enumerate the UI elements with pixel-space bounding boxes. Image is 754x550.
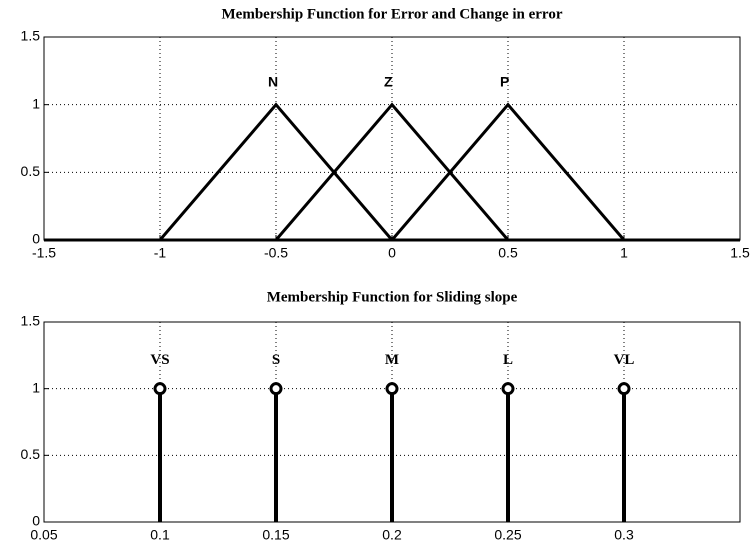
stem-marker bbox=[269, 382, 283, 396]
x-tick-label: 1 bbox=[620, 245, 628, 261]
x-tick-label: 0.2 bbox=[382, 527, 402, 543]
y-tick-label: 1 bbox=[32, 379, 40, 395]
stem-marker bbox=[153, 382, 167, 396]
x-tick-label: 0.3 bbox=[614, 527, 634, 543]
x-tick-label: 0.15 bbox=[262, 527, 289, 543]
y-tick-label: 1 bbox=[32, 95, 40, 111]
stem-marker bbox=[617, 382, 631, 396]
y-tick-label: 0.5 bbox=[21, 163, 41, 179]
y-tick-label: 1.5 bbox=[21, 28, 41, 44]
series-label: P bbox=[500, 73, 509, 89]
stem-label: VS bbox=[150, 352, 169, 368]
stem-label: VL bbox=[614, 352, 635, 368]
x-tick-label: -0.5 bbox=[264, 245, 288, 261]
y-tick-label: 0 bbox=[32, 513, 40, 529]
y-tick-label: 1.5 bbox=[21, 313, 41, 329]
chart-title: Membership Function for Error and Change… bbox=[222, 6, 563, 22]
stem-marker bbox=[385, 382, 399, 396]
x-tick-label: -1.5 bbox=[32, 245, 56, 261]
x-tick-label: 0 bbox=[388, 245, 396, 261]
x-tick-label: 0.5 bbox=[498, 245, 518, 261]
chart-title: Membership Function for Sliding slope bbox=[267, 289, 518, 305]
x-tick-label: 1.5 bbox=[730, 245, 750, 261]
stem-marker bbox=[501, 382, 515, 396]
y-tick-label: 0.5 bbox=[21, 446, 41, 462]
membership-line bbox=[44, 102, 740, 242]
series-label: Z bbox=[384, 73, 393, 89]
y-tick-label: 0 bbox=[32, 231, 40, 247]
x-tick-label: 0.05 bbox=[30, 527, 57, 543]
x-tick-label: -1 bbox=[154, 245, 167, 261]
stem-label: S bbox=[272, 352, 280, 368]
stem-label: M bbox=[385, 352, 399, 368]
series-label: N bbox=[268, 73, 278, 89]
stem-label: L bbox=[503, 352, 513, 368]
x-tick-label: 0.1 bbox=[150, 527, 170, 543]
x-tick-label: 0.25 bbox=[494, 527, 521, 543]
